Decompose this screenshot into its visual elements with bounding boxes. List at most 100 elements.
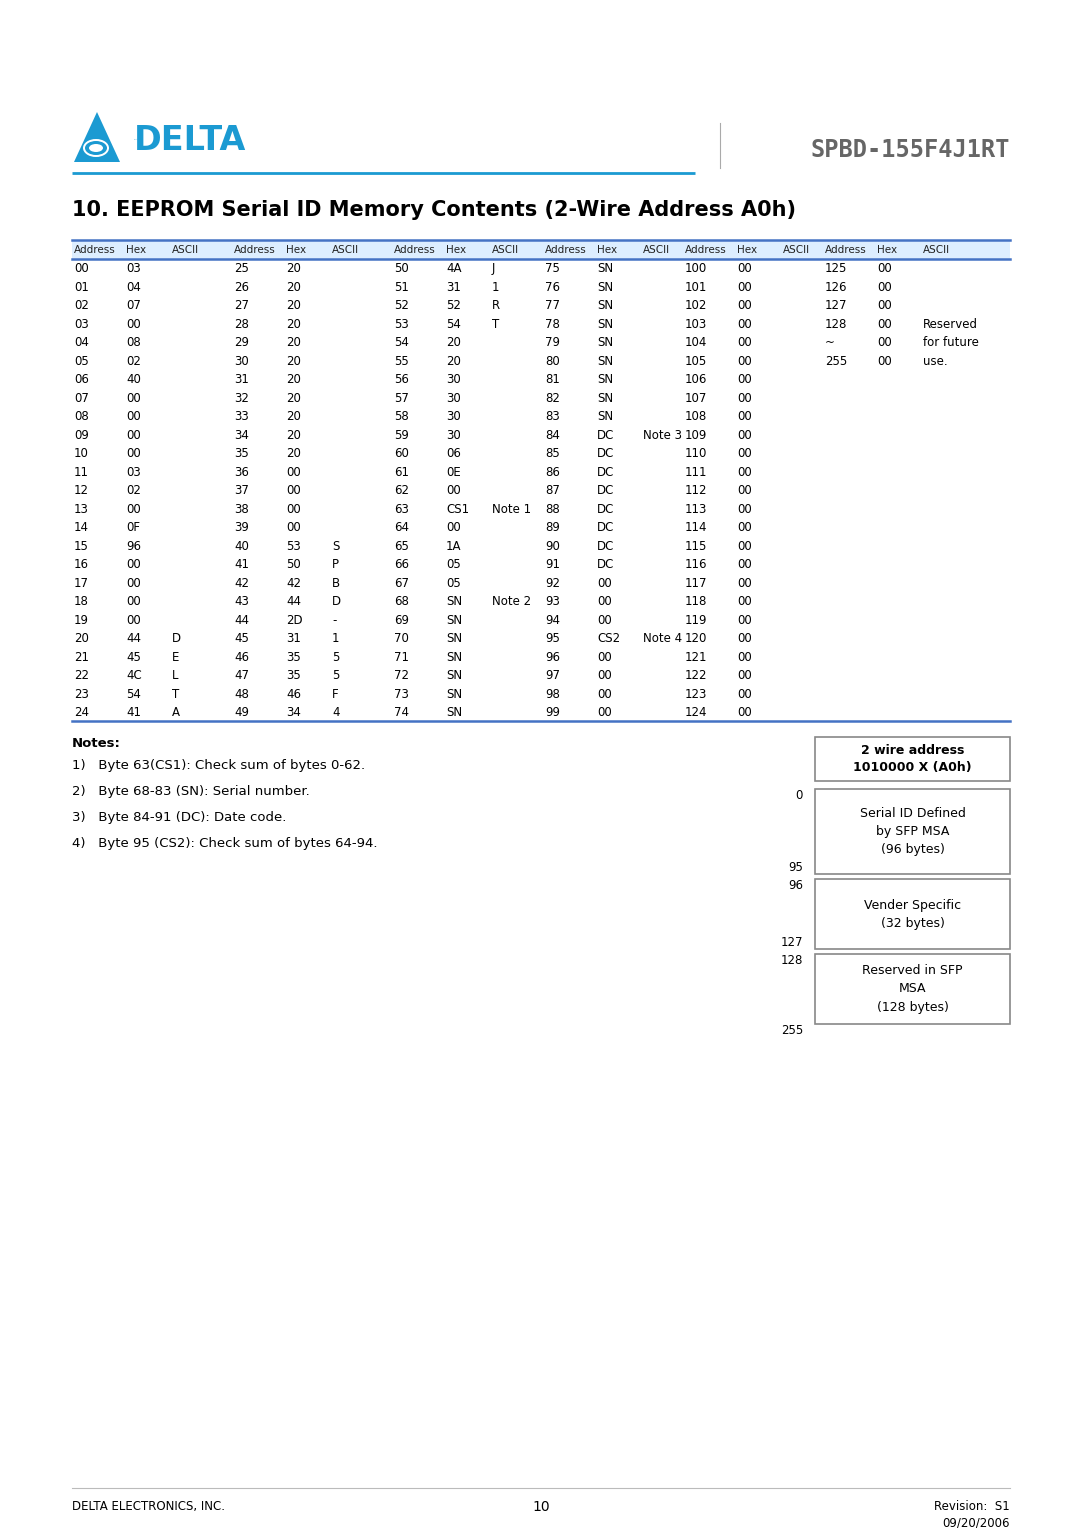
- Text: 3)   Byte 84-91 (DC): Date code.: 3) Byte 84-91 (DC): Date code.: [72, 811, 286, 824]
- Text: Notes:: Notes:: [72, 736, 121, 750]
- Text: 255: 255: [781, 1024, 804, 1038]
- Text: D: D: [332, 596, 341, 608]
- Text: 04: 04: [75, 336, 89, 350]
- Text: 79: 79: [545, 336, 561, 350]
- Text: 20: 20: [286, 373, 301, 387]
- Text: DC: DC: [597, 484, 615, 497]
- Text: 05: 05: [446, 576, 461, 590]
- Text: Hex: Hex: [597, 246, 617, 255]
- Text: 00: 00: [126, 318, 140, 330]
- Text: 30: 30: [446, 429, 461, 442]
- Text: ASCII: ASCII: [783, 246, 810, 255]
- Text: 113: 113: [685, 503, 707, 516]
- Text: P: P: [332, 558, 339, 571]
- Text: Serial ID Defined
by SFP MSA
(96 bytes): Serial ID Defined by SFP MSA (96 bytes): [860, 807, 966, 856]
- Text: DC: DC: [597, 539, 615, 553]
- Text: 87: 87: [545, 484, 559, 497]
- Text: 118: 118: [685, 596, 707, 608]
- Text: 32: 32: [234, 391, 248, 405]
- Text: T: T: [492, 318, 499, 330]
- Text: 103: 103: [685, 318, 707, 330]
- Text: 34: 34: [286, 706, 301, 720]
- Text: SN: SN: [597, 281, 613, 293]
- Text: 25: 25: [234, 263, 248, 275]
- Text: 45: 45: [234, 633, 248, 645]
- Text: E: E: [172, 651, 179, 663]
- Text: 17: 17: [75, 576, 89, 590]
- Text: 81: 81: [545, 373, 559, 387]
- Text: 09: 09: [75, 429, 89, 442]
- Text: SN: SN: [597, 263, 613, 275]
- Text: 83: 83: [545, 410, 559, 423]
- Text: 20: 20: [286, 410, 301, 423]
- Text: Address: Address: [685, 246, 727, 255]
- Text: 00: 00: [737, 466, 752, 478]
- Text: 46: 46: [234, 651, 249, 663]
- Text: 52: 52: [446, 299, 461, 312]
- Text: 96: 96: [545, 651, 561, 663]
- Text: SN: SN: [597, 318, 613, 330]
- Text: 65: 65: [394, 539, 409, 553]
- Text: 115: 115: [685, 539, 707, 553]
- Text: 00: 00: [737, 576, 752, 590]
- Text: 00: 00: [737, 688, 752, 701]
- Text: 20: 20: [286, 354, 301, 368]
- Text: 20: 20: [446, 336, 461, 350]
- Text: 53: 53: [286, 539, 300, 553]
- Text: 00: 00: [877, 281, 892, 293]
- Text: 00: 00: [737, 706, 752, 720]
- Text: 34: 34: [234, 429, 248, 442]
- Text: Address: Address: [545, 246, 586, 255]
- Text: 08: 08: [75, 410, 89, 423]
- Text: 00: 00: [126, 429, 140, 442]
- Text: 20: 20: [286, 448, 301, 460]
- Text: 24: 24: [75, 706, 89, 720]
- Text: S: S: [332, 539, 339, 553]
- Text: 00: 00: [597, 576, 611, 590]
- Text: 51: 51: [394, 281, 409, 293]
- Text: 27: 27: [234, 299, 249, 312]
- Text: Address: Address: [825, 246, 867, 255]
- Text: 00: 00: [597, 651, 611, 663]
- Text: 20: 20: [286, 336, 301, 350]
- Text: 101: 101: [685, 281, 707, 293]
- Text: CS1: CS1: [446, 503, 469, 516]
- Text: 18: 18: [75, 596, 89, 608]
- Text: 07: 07: [126, 299, 140, 312]
- Text: 00: 00: [737, 429, 752, 442]
- Ellipse shape: [89, 144, 103, 151]
- Text: 96: 96: [126, 539, 141, 553]
- Text: 42: 42: [234, 576, 249, 590]
- Text: 124: 124: [685, 706, 707, 720]
- Text: 35: 35: [286, 651, 300, 663]
- Text: 121: 121: [685, 651, 707, 663]
- Text: DELTA: DELTA: [134, 124, 246, 157]
- Text: 00: 00: [286, 484, 300, 497]
- Text: 64: 64: [394, 521, 409, 535]
- Text: 44: 44: [286, 596, 301, 608]
- Bar: [815, 953, 1010, 1024]
- Text: 122: 122: [685, 669, 707, 681]
- Text: 31: 31: [446, 281, 461, 293]
- Text: ASCII: ASCII: [172, 246, 199, 255]
- Text: 91: 91: [545, 558, 561, 571]
- Text: Address: Address: [75, 246, 116, 255]
- Text: 20: 20: [286, 429, 301, 442]
- Text: 30: 30: [234, 354, 248, 368]
- Text: 40: 40: [234, 539, 248, 553]
- Text: 54: 54: [394, 336, 409, 350]
- Text: SN: SN: [446, 706, 462, 720]
- Text: 30: 30: [446, 391, 461, 405]
- Text: 1A: 1A: [446, 539, 461, 553]
- Text: 33: 33: [234, 410, 248, 423]
- Text: Address: Address: [394, 246, 435, 255]
- Text: 20: 20: [286, 263, 301, 275]
- Text: Hex: Hex: [446, 246, 467, 255]
- Text: Hex: Hex: [737, 246, 757, 255]
- Text: 119: 119: [685, 614, 707, 626]
- Text: 13: 13: [75, 503, 89, 516]
- Text: 255: 255: [825, 354, 847, 368]
- Text: 01: 01: [75, 281, 89, 293]
- Bar: [815, 788, 1010, 874]
- Text: 94: 94: [545, 614, 561, 626]
